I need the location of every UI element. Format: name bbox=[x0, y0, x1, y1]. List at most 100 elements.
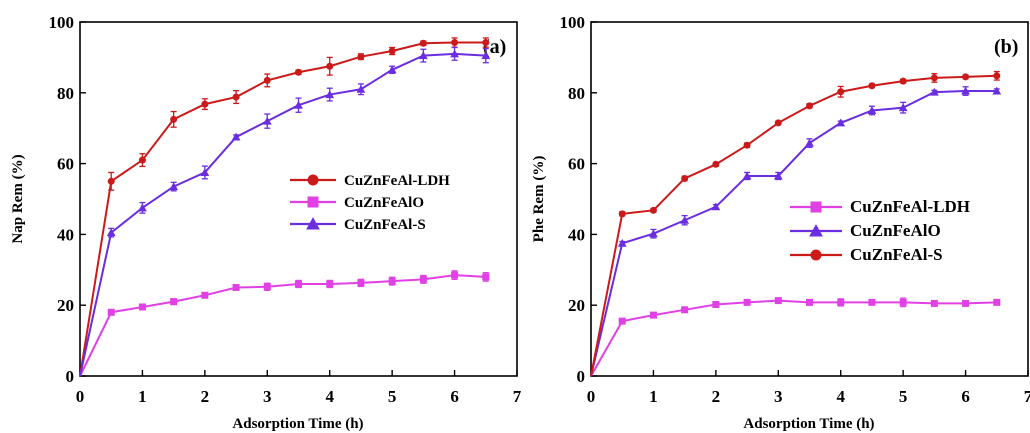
y-tick-label: 0 bbox=[66, 367, 75, 386]
series-line bbox=[79, 274, 486, 377]
x-axis-title: Adsorption Time (h) bbox=[743, 416, 874, 432]
data-point bbox=[712, 160, 720, 168]
x-tick-label: 2 bbox=[201, 387, 210, 406]
series-cuznfealo bbox=[79, 270, 490, 377]
x-tick-label: 4 bbox=[325, 387, 334, 406]
data-point bbox=[711, 202, 721, 211]
x-tick-label: 2 bbox=[712, 387, 721, 406]
data-point bbox=[232, 93, 240, 101]
data-point bbox=[806, 102, 813, 110]
data-point bbox=[930, 299, 938, 307]
legend-label: CuZnFeAl-S bbox=[344, 217, 426, 233]
data-point bbox=[326, 62, 334, 70]
data-point bbox=[387, 65, 397, 74]
data-point bbox=[357, 53, 365, 61]
data-point bbox=[867, 106, 877, 114]
data-point bbox=[929, 87, 939, 96]
data-point bbox=[356, 84, 366, 93]
data-point bbox=[617, 238, 627, 247]
data-point bbox=[357, 279, 365, 287]
y-tick-label: 80 bbox=[57, 84, 74, 103]
data-point bbox=[868, 298, 876, 306]
data-point bbox=[837, 88, 845, 96]
data-point bbox=[962, 73, 970, 81]
legend-label: CuZnFeAl-LDH bbox=[850, 197, 970, 216]
series-cuznfeal-s bbox=[79, 46, 491, 377]
legend-label: CuZnFeAlO bbox=[344, 195, 424, 211]
data-point bbox=[743, 298, 751, 306]
data-point bbox=[618, 317, 626, 325]
legend-marker bbox=[810, 249, 822, 261]
data-point bbox=[107, 308, 115, 316]
data-point bbox=[388, 47, 396, 55]
x-tick-label: 3 bbox=[774, 387, 783, 406]
data-point bbox=[993, 298, 1001, 306]
data-point bbox=[482, 273, 490, 281]
data-point bbox=[805, 138, 814, 147]
data-point bbox=[836, 118, 846, 127]
x-tick-label: 7 bbox=[513, 387, 522, 406]
data-point bbox=[170, 298, 178, 306]
data-point bbox=[388, 277, 396, 285]
data-point bbox=[649, 311, 657, 319]
data-point bbox=[773, 171, 783, 180]
series-line bbox=[79, 41, 486, 377]
x-tick-label: 6 bbox=[961, 387, 970, 406]
y-tick-label: 20 bbox=[57, 296, 74, 315]
data-point bbox=[482, 39, 490, 47]
data-point bbox=[899, 298, 907, 306]
x-tick-label: 1 bbox=[649, 387, 658, 406]
data-point bbox=[419, 39, 427, 47]
data-point bbox=[263, 283, 271, 291]
series-cuznfeal-s bbox=[590, 70, 1001, 377]
data-point bbox=[962, 299, 970, 307]
legend: CuZnFeAl-LDH CuZnFeAlO CuZnFeAl-S bbox=[290, 173, 450, 233]
series-line bbox=[590, 74, 997, 377]
data-point bbox=[201, 100, 209, 108]
x-tick-label: 4 bbox=[836, 387, 845, 406]
data-point bbox=[837, 298, 845, 306]
legend-marker bbox=[809, 224, 823, 237]
data-point bbox=[992, 86, 1002, 95]
data-point bbox=[930, 74, 938, 82]
series-cuznfeal-ldh bbox=[79, 37, 490, 377]
legend-label: CuZnFeAlO bbox=[850, 221, 941, 240]
data-point bbox=[295, 280, 302, 288]
series-cuznfealo bbox=[590, 86, 1002, 377]
data-point bbox=[138, 303, 146, 311]
data-point bbox=[451, 39, 459, 47]
x-tick-label: 3 bbox=[263, 387, 272, 406]
data-point bbox=[742, 171, 752, 180]
x-tick-label: 7 bbox=[1024, 387, 1030, 406]
data-point bbox=[451, 271, 459, 279]
x-tick-label: 0 bbox=[587, 387, 596, 406]
x-tick-label: 0 bbox=[76, 387, 85, 406]
data-point bbox=[138, 156, 146, 164]
data-point bbox=[107, 177, 115, 185]
legend-label: CuZnFeAl-S bbox=[850, 245, 943, 264]
y-tick-label: 60 bbox=[568, 155, 585, 174]
legend: CuZnFeAl-LDH CuZnFeAlO CuZnFeAl-S bbox=[790, 197, 970, 264]
data-point bbox=[481, 51, 491, 60]
y-axis-title: Nap Rem (%) bbox=[10, 154, 26, 243]
legend-label: CuZnFeAl-LDH bbox=[344, 173, 450, 189]
data-point bbox=[774, 119, 782, 127]
data-point bbox=[618, 210, 626, 218]
data-point bbox=[681, 174, 689, 182]
y-tick-label: 100 bbox=[49, 13, 75, 32]
data-point bbox=[649, 206, 657, 214]
data-point bbox=[898, 103, 908, 112]
data-point bbox=[201, 291, 209, 299]
data-point bbox=[200, 168, 210, 176]
chart-panel-b: Adsorption Time (h) Phe Rem (%) (b) 0 1 2 3… bbox=[531, 13, 1030, 432]
data-point bbox=[419, 275, 427, 283]
legend-marker bbox=[307, 174, 319, 186]
data-point bbox=[743, 141, 751, 149]
legend-marker bbox=[306, 217, 320, 230]
data-point bbox=[325, 90, 335, 99]
x-axis-title: Adsorption Time (h) bbox=[232, 416, 363, 432]
legend-marker bbox=[810, 201, 822, 213]
y-tick-label: 80 bbox=[568, 84, 585, 103]
